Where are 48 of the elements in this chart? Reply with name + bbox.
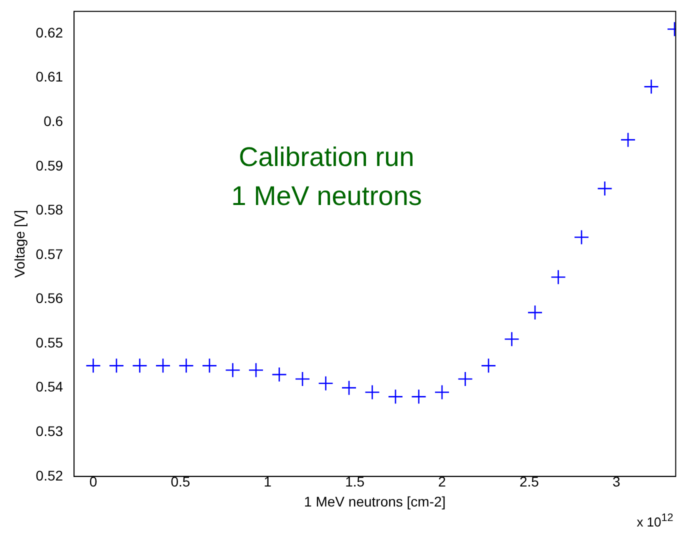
y-tick-label: 0.54 — [36, 378, 64, 395]
y-tick-label: 0.6 — [44, 112, 64, 129]
point — [480, 358, 496, 374]
y-tick-label: 0.53 — [36, 422, 64, 439]
y-tick-label: 0.61 — [36, 68, 64, 85]
y-tick-label: 0.55 — [36, 334, 64, 350]
point — [364, 384, 380, 400]
x-axis-title: 1 MeV neutrons [cm-2] — [304, 493, 446, 510]
point — [108, 358, 124, 374]
y-tick-label: 0.56 — [36, 290, 64, 306]
x-tick-label: 2.5 — [519, 474, 540, 490]
point — [202, 358, 218, 374]
annotation: 1 MeV neutrons — [231, 181, 422, 212]
point — [318, 376, 334, 392]
x-tick-label: 3 — [612, 474, 621, 490]
point — [272, 366, 287, 382]
point — [527, 304, 543, 320]
y-tick-label: 0.59 — [36, 157, 64, 174]
point — [504, 331, 520, 347]
y-axis-title: Voltage [V] — [11, 210, 28, 278]
point — [86, 358, 101, 374]
y-tick-label: 0.58 — [36, 202, 64, 218]
x-tick-label: 0 — [89, 474, 98, 490]
point — [155, 358, 171, 374]
annotation: Calibration run — [238, 142, 414, 173]
point — [434, 384, 450, 400]
point — [574, 230, 590, 245]
point — [132, 358, 148, 374]
x-tick-label: 2 — [438, 474, 446, 490]
point — [294, 371, 310, 387]
point — [458, 371, 473, 387]
point — [644, 79, 659, 94]
point — [388, 389, 404, 404]
y-tick-label: 0.57 — [36, 246, 64, 262]
point — [178, 358, 194, 374]
point — [225, 362, 240, 378]
x-tick-label: 1.5 — [345, 474, 365, 490]
point — [620, 132, 636, 148]
x-tick-label: 1 — [264, 474, 272, 490]
point — [248, 362, 264, 378]
point — [411, 389, 426, 404]
point — [341, 380, 357, 396]
text: x 10$^{12}$ — [636, 512, 674, 530]
point — [550, 269, 566, 285]
y-tick-label: 0.52 — [36, 467, 64, 484]
point — [597, 180, 612, 196]
y-tick-label: 0.62 — [36, 24, 64, 40]
x-tick-label: 0.5 — [170, 474, 190, 490]
